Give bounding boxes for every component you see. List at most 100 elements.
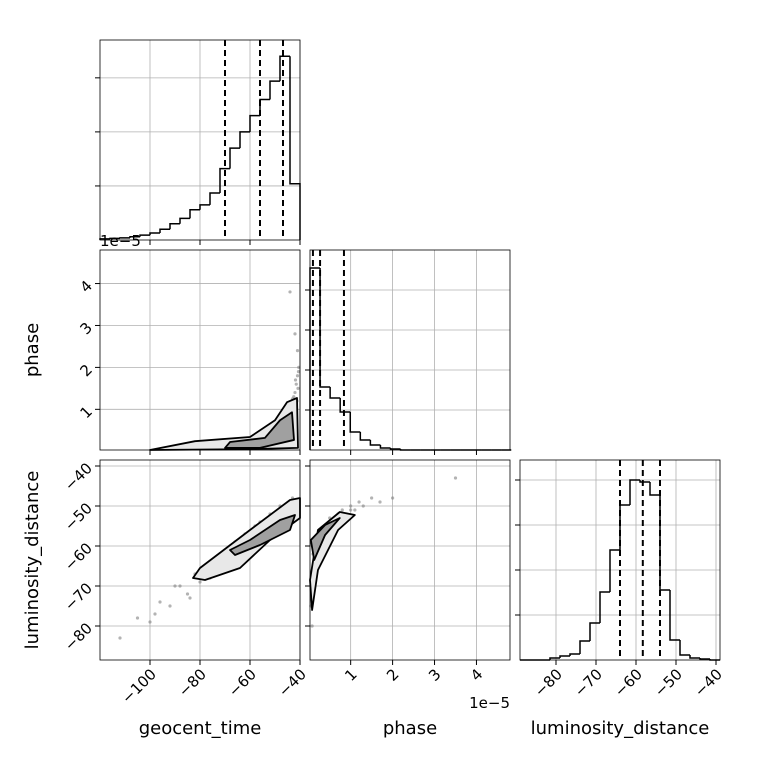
hist-bin [579, 640, 590, 654]
hist-bin [589, 622, 600, 641]
hist-bin [369, 440, 381, 446]
hist-bin [599, 591, 610, 623]
sample-point [293, 390, 297, 395]
hist-bin [179, 217, 190, 224]
hist-bin [619, 504, 630, 550]
hist-bin [269, 80, 280, 100]
hist-bin [289, 56, 301, 240]
y-tick-label: −40 [61, 459, 96, 494]
x-axis-label: geocent_time [139, 718, 262, 739]
sample-point [370, 496, 374, 500]
x-tick-label: 3 [425, 665, 444, 684]
sample-point [295, 349, 300, 353]
sample-point [453, 476, 458, 480]
x-tick-label: −60 [611, 665, 646, 700]
hist-bin [569, 653, 580, 656]
contour [192, 497, 301, 581]
hist-bin [329, 387, 341, 399]
hist-bin [159, 228, 170, 233]
contour [309, 517, 341, 561]
hist-bin [609, 549, 620, 592]
sample-point [288, 290, 292, 294]
sample-point [293, 332, 297, 336]
offset-text: 1e−5 [469, 694, 510, 712]
panel-frame [99, 39, 301, 241]
sample-point [135, 616, 140, 620]
hist-bin [699, 658, 710, 660]
hist-bin [389, 448, 401, 450]
hist-bin [689, 655, 700, 659]
x-tick-label: −40 [691, 665, 726, 700]
sample-point [178, 584, 182, 588]
sample-point [198, 580, 202, 584]
contour [224, 411, 295, 449]
x-tick-label: 2 [383, 665, 402, 684]
sample-point [148, 620, 152, 624]
hist-bin [309, 267, 321, 450]
hist-bin [669, 590, 680, 641]
hist-bin [199, 204, 210, 210]
x-axis-label: phase [383, 718, 437, 739]
y-tick-label: 4 [77, 277, 96, 296]
hist-bin [209, 192, 220, 205]
contour [149, 397, 299, 451]
x-tick-label: 4 [467, 665, 486, 684]
y-tick-label: −60 [61, 539, 96, 574]
sample-point [361, 504, 365, 508]
sample-point [296, 369, 301, 374]
sample-point [340, 508, 344, 512]
sample-point [158, 600, 162, 604]
hist-bin [109, 237, 120, 240]
panel [305, 249, 512, 455]
hist-bin [229, 147, 240, 169]
sample-point [349, 504, 353, 508]
panel [95, 39, 301, 245]
sample-point [296, 386, 300, 390]
hist-bin [639, 480, 650, 483]
x-axis-label: luminosity_distance [531, 718, 710, 739]
panel: 1 2 3 4 phase 1e−5 [305, 459, 511, 739]
hist-bin [139, 234, 150, 237]
x-tick-label: −50 [651, 665, 686, 700]
panel-frame [309, 249, 511, 451]
sample-point [310, 624, 314, 628]
sample-point [293, 378, 298, 382]
sample-point [173, 584, 177, 588]
hist-bin [379, 445, 391, 449]
panel-frame [519, 459, 721, 661]
hist-bin [319, 268, 331, 388]
offset-text: 1e−5 [100, 232, 141, 250]
sample-point [297, 365, 301, 370]
y-tick-label: −50 [61, 499, 96, 534]
panel-frame [99, 249, 301, 451]
panel: −100 −80 −60 −40 −80 −70 −60 −50 −40 geocent_time… [22, 459, 310, 739]
y-axis-label: luminosity_distance [22, 471, 43, 650]
y-tick-label: 1 [77, 403, 96, 422]
sample-point [185, 592, 190, 596]
x-tick-label: −80 [175, 665, 210, 700]
panel: −80 −70 −60 −50 −40 luminosity_distance [515, 459, 726, 739]
sample-point [294, 382, 298, 386]
sample-point [295, 374, 300, 378]
x-tick-label: −100 [118, 665, 160, 707]
hist-bin [249, 114, 260, 132]
hist-bin [129, 236, 140, 238]
y-axis-label: phase [22, 323, 43, 377]
sample-point [357, 500, 361, 504]
hist-bin [679, 640, 690, 656]
hist-bin [239, 131, 250, 149]
panel: 1 2 3 4 phase 1e−5 [22, 232, 301, 455]
hist-bin [279, 55, 290, 82]
sample-point [118, 636, 122, 640]
x-tick-label: −60 [225, 665, 260, 700]
hist-bin [149, 232, 160, 236]
hist-bin [629, 479, 640, 505]
sample-point [153, 612, 157, 616]
panel-frame [99, 459, 301, 661]
hist-bin [659, 495, 670, 591]
hist-bin [259, 98, 270, 116]
hist-bin [339, 398, 351, 413]
hist-bin [169, 223, 180, 230]
sample-point [188, 596, 192, 600]
